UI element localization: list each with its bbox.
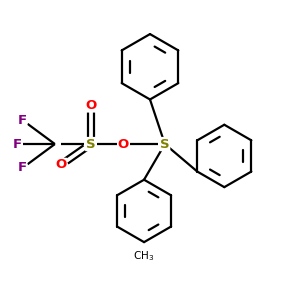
Text: F: F <box>13 138 22 151</box>
Text: F: F <box>18 161 27 174</box>
Text: F: F <box>18 114 27 127</box>
Text: S: S <box>160 138 170 151</box>
Text: CH$_3$: CH$_3$ <box>134 250 155 263</box>
Text: O: O <box>118 138 129 151</box>
Text: O: O <box>85 99 96 112</box>
Text: O: O <box>55 158 67 171</box>
Text: S: S <box>86 138 95 151</box>
